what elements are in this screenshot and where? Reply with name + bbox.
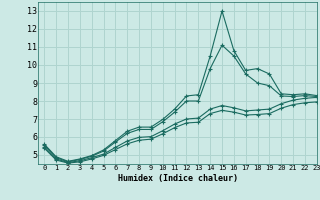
X-axis label: Humidex (Indice chaleur): Humidex (Indice chaleur) — [118, 174, 238, 183]
